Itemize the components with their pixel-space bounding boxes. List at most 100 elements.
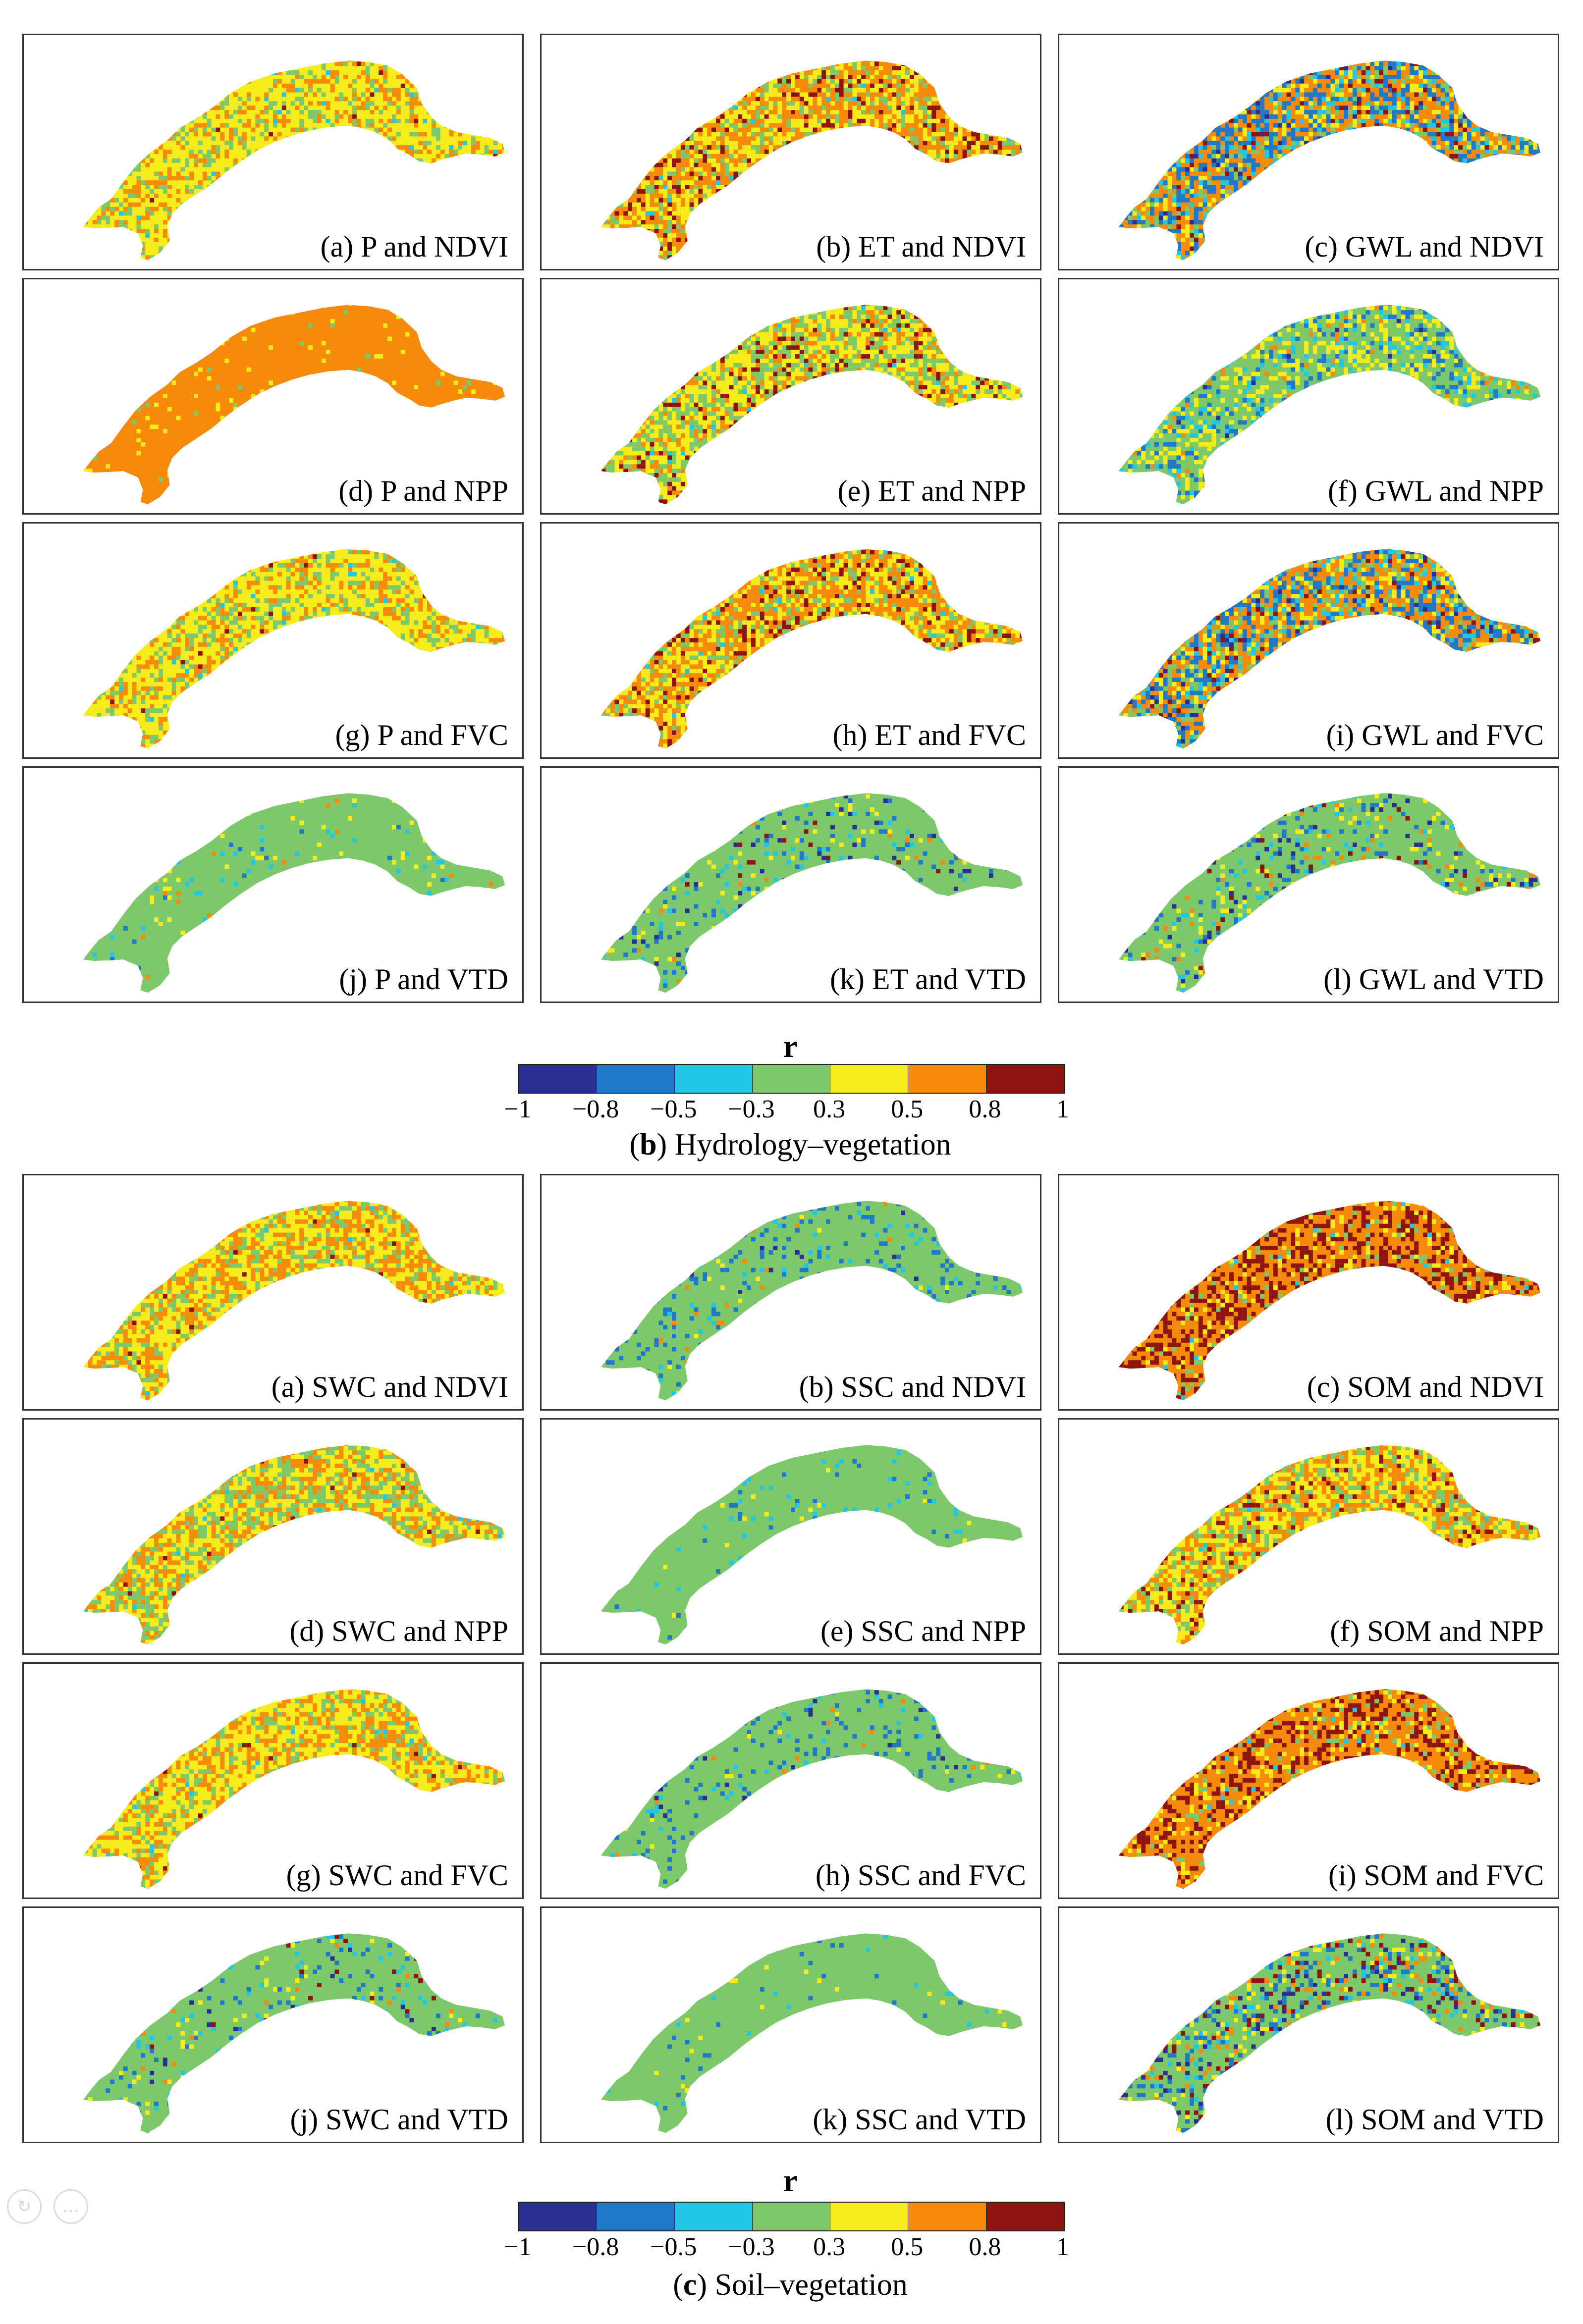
correlation-map (83, 1201, 505, 1401)
map-panel: (j) P and VTD (22, 766, 524, 1003)
colorbar-tick-label: 0.5 (891, 2232, 923, 2262)
correlation-map (1118, 1201, 1541, 1401)
panel-label: (b) SSC and NDVI (799, 1370, 1026, 1404)
map-panel: (c) GWL and NDVI (1058, 34, 1559, 270)
map-panel: (a) P and NDVI (22, 34, 524, 270)
correlation-map (600, 793, 1023, 993)
map-panel: (j) SWC and VTD (22, 1906, 524, 2143)
colorbar-tick-label: −0.5 (650, 2232, 697, 2262)
colorbar-swatch (908, 2203, 986, 2230)
panel-label: (h) SSC and FVC (815, 1858, 1026, 1893)
colorbar-swatch (908, 1065, 986, 1093)
panel-label: (j) P and VTD (339, 962, 508, 997)
map-panel: (b) SSC and NDVI (540, 1174, 1041, 1411)
correlation-map (600, 1201, 1023, 1401)
colorbar-swatch (597, 1065, 675, 1093)
colorbar-tick-label: 1 (1056, 2232, 1069, 2262)
colorbar-tick-label: −0.3 (728, 1095, 774, 1124)
map-panel: (b) ET and NDVI (540, 34, 1041, 270)
map-panel: (l) SOM and VTD (1058, 1906, 1559, 2143)
colorbar-swatch (752, 1065, 831, 1093)
correlation-map (83, 1445, 505, 1645)
colorbar-tick-label: −0.8 (572, 1095, 619, 1124)
colorbar-tick-label: −1 (504, 1095, 531, 1124)
colorbar-tick-label: 0.3 (813, 2232, 845, 2262)
panel-label: (d) SWC and NPP (289, 1614, 508, 1648)
panel-label: (k) ET and VTD (829, 962, 1026, 997)
correlation-map (83, 1933, 505, 2133)
colorbar-tick-label: −0.3 (728, 2232, 774, 2262)
caption-c: (c) Soil–vegetation (419, 2268, 1162, 2303)
share-icon[interactable]: ↻ (7, 2189, 42, 2224)
colorbar-swatch (830, 1065, 909, 1093)
colorbar-c (518, 2202, 1065, 2231)
colorbar-b (518, 1064, 1065, 1094)
correlation-map (600, 1445, 1023, 1645)
colorbar-tick-label: 0.8 (969, 2232, 1001, 2262)
panel-label: (c) SOM and NDVI (1307, 1370, 1544, 1404)
correlation-map (1118, 1689, 1541, 1889)
correlation-map (83, 60, 505, 261)
colorbar-swatch (674, 2203, 753, 2230)
map-panel: (h) ET and FVC (540, 522, 1041, 759)
colorbar-title-c: r (518, 2162, 1063, 2200)
panel-label: (i) SOM and FVC (1328, 1858, 1544, 1893)
correlation-map (1118, 60, 1541, 261)
panel-label: (e) ET and NPP (837, 474, 1026, 508)
correlation-map (1118, 1445, 1541, 1645)
map-panel: (i) SOM and FVC (1058, 1662, 1559, 1899)
panel-label: (a) SWC and NDVI (271, 1370, 508, 1404)
panel-label: (a) P and NDVI (320, 230, 508, 264)
panel-label: (g) SWC and FVC (286, 1858, 508, 1893)
panel-label: (l) SOM and VTD (1325, 2103, 1544, 2137)
colorbar-swatch (674, 1065, 753, 1093)
colorbar-swatch (519, 1065, 597, 1093)
more-icon[interactable]: … (54, 2189, 88, 2224)
colorbar-tick-label: −0.8 (572, 2232, 619, 2262)
panel-label: (f) SOM and NPP (1330, 1614, 1544, 1648)
correlation-map (1118, 305, 1541, 505)
corner-icons: ↻ … (7, 2189, 88, 2224)
colorbar-tick-label: 0.8 (969, 1095, 1001, 1124)
colorbar-title-b: r (518, 1028, 1063, 1065)
map-panel: (d) P and NPP (22, 278, 524, 515)
map-panel: (i) GWL and FVC (1058, 522, 1559, 759)
caption-b: (b) Hydrology–vegetation (419, 1127, 1162, 1162)
colorbar-swatch (752, 2203, 831, 2230)
map-panel: (l) GWL and VTD (1058, 766, 1559, 1003)
map-panel: (g) SWC and FVC (22, 1662, 524, 1899)
map-panel: (k) SSC and VTD (540, 1906, 1041, 2143)
panel-label: (h) ET and FVC (832, 718, 1026, 752)
panel-label: (i) GWL and FVC (1326, 718, 1544, 752)
panel-label: (e) SSC and NPP (820, 1614, 1026, 1648)
caption-b-text: Hydrology–vegetation (675, 1128, 951, 1162)
panel-label: (c) GWL and NDVI (1305, 230, 1544, 264)
panel-label: (k) SSC and VTD (813, 2103, 1026, 2137)
colorbar-swatch (986, 1065, 1064, 1093)
colorbar-tick-label: 0.5 (891, 1095, 923, 1124)
panel-label: (b) ET and NDVI (816, 230, 1026, 264)
panel-label: (l) GWL and VTD (1323, 962, 1544, 997)
map-panel: (h) SSC and FVC (540, 1662, 1041, 1899)
correlation-map (1118, 1933, 1541, 2133)
caption-b-letter: b (640, 1128, 656, 1162)
colorbar-tick-label: −1 (504, 2232, 531, 2262)
map-panel: (g) P and FVC (22, 522, 524, 759)
panel-label: (d) P and NPP (338, 474, 508, 508)
map-panel: (f) SOM and NPP (1058, 1418, 1559, 1655)
correlation-map (83, 793, 505, 993)
map-panel: (c) SOM and NDVI (1058, 1174, 1559, 1411)
colorbar-swatch (986, 2203, 1064, 2230)
colorbar-tick-label: 1 (1056, 1095, 1069, 1124)
colorbar-swatch (597, 2203, 675, 2230)
colorbar-tick-label: 0.3 (813, 1095, 845, 1124)
panel-label: (g) P and FVC (335, 718, 508, 752)
caption-c-text: Soil–vegetation (715, 2268, 908, 2302)
correlation-map (1118, 549, 1541, 749)
colorbar-swatch (830, 2203, 909, 2230)
correlation-map (83, 549, 505, 749)
correlation-map (1118, 793, 1541, 993)
caption-c-letter: c (683, 2268, 697, 2302)
correlation-map (600, 60, 1023, 261)
map-panel: (f) GWL and NPP (1058, 278, 1559, 515)
